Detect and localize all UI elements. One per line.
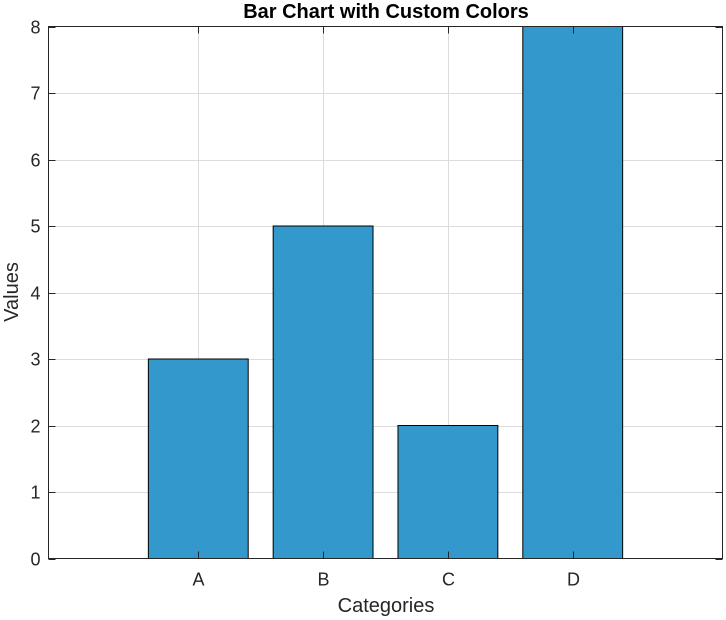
- x-tick-label-c: C: [442, 570, 455, 590]
- y-tick-label: 2: [30, 417, 40, 437]
- x-tick-label-a: A: [192, 570, 204, 590]
- y-tick-label: 8: [30, 18, 40, 38]
- x-axis-label: Categories: [338, 595, 435, 617]
- axis-ticks: [48, 26, 723, 560]
- bars: [147, 26, 624, 559]
- y-tick-label: 1: [30, 483, 40, 503]
- bar-a: [147, 358, 249, 559]
- x-tick-labels: A B C D: [192, 570, 580, 590]
- chart-title: Bar Chart with Custom Colors: [243, 1, 529, 23]
- plot-area-border: [48, 26, 723, 559]
- bar-b: [272, 225, 374, 559]
- bar-d: [522, 26, 624, 559]
- y-tick-label: 0: [30, 550, 40, 570]
- y-tick-label: 6: [30, 151, 40, 171]
- y-axis-label: Values: [1, 262, 23, 322]
- y-tick-label: 4: [30, 284, 40, 304]
- x-tick-label-b: B: [317, 570, 329, 590]
- x-tick-label-d: D: [567, 570, 580, 590]
- y-tick-label: 7: [30, 84, 40, 104]
- bar-c: [397, 425, 499, 559]
- y-tick-labels: 0 1 2 3 4 5 6 7 8: [30, 18, 40, 570]
- y-tick-label: 5: [30, 217, 40, 237]
- y-tick-label: 3: [30, 350, 40, 370]
